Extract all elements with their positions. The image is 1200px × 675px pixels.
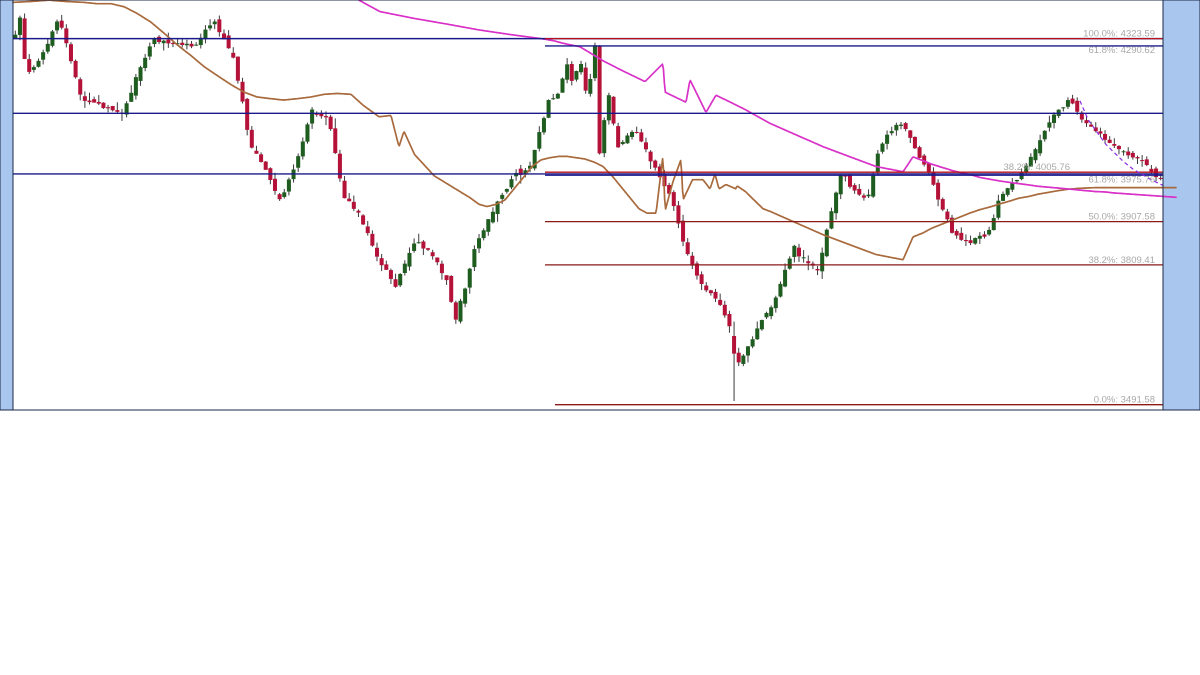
svg-text:0.0%: 3491.58: 0.0%: 3491.58 [1094, 395, 1155, 406]
svg-text:61.8%: 3975.76: 61.8%: 3975.76 [1088, 174, 1155, 185]
svg-text:38.2%: 3809.41: 38.2%: 3809.41 [1088, 255, 1155, 266]
svg-text:38.2%: 4005.76: 38.2%: 4005.76 [1003, 162, 1070, 173]
svg-text:61.8%: 4290.62: 61.8%: 4290.62 [1088, 45, 1155, 56]
svg-text:50.0%: 3907.58: 50.0%: 3907.58 [1088, 212, 1155, 223]
svg-text:100.0%: 4323.59: 100.0%: 4323.59 [1083, 29, 1155, 40]
